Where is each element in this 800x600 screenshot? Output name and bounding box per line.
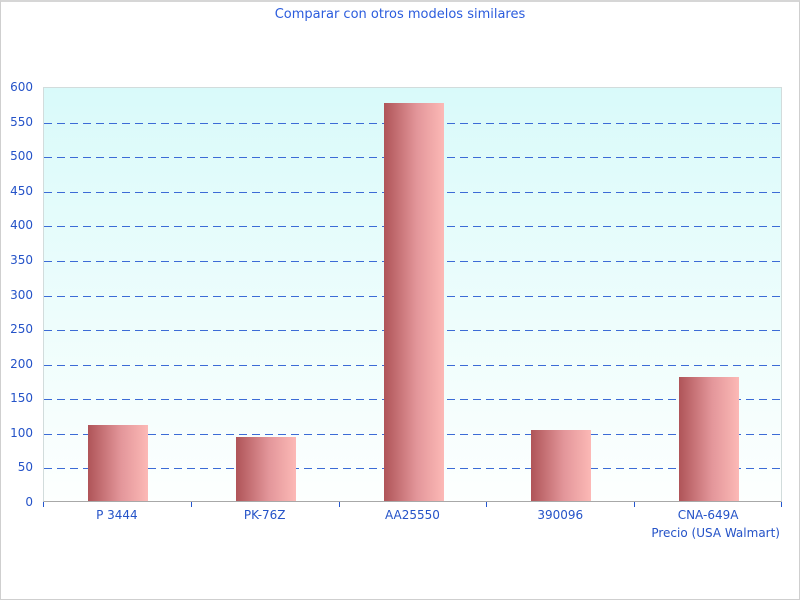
x-axis-tick bbox=[190, 502, 192, 507]
x-axis-tick bbox=[486, 502, 488, 507]
bar-cna-649a bbox=[679, 376, 740, 501]
y-tick-label: 550 bbox=[10, 114, 33, 129]
y-tick-label: 400 bbox=[10, 218, 33, 233]
y-tick-label: 450 bbox=[10, 183, 33, 198]
y-tick-label: 350 bbox=[10, 252, 33, 267]
category-label: 390096 bbox=[537, 508, 584, 522]
chart-title: Comparar con otros modelos similares bbox=[274, 7, 526, 22]
y-tick-label: 150 bbox=[10, 391, 33, 406]
y-tick-label: 100 bbox=[10, 425, 33, 440]
x-axis-tick bbox=[338, 502, 340, 507]
category-label: PK-76Z bbox=[243, 508, 286, 522]
y-tick-label: 300 bbox=[10, 287, 33, 302]
category-label: P 3444 bbox=[96, 508, 138, 522]
x-axis-tick bbox=[634, 502, 636, 507]
x-axis-tick bbox=[781, 502, 782, 507]
y-tick-label: 250 bbox=[10, 322, 33, 337]
x-axis-title: Precio (USA Walmart) bbox=[651, 526, 780, 540]
y-tick-label: 600 bbox=[10, 80, 33, 94]
category-label: AA25550 bbox=[385, 508, 440, 522]
bar-p-3444 bbox=[87, 424, 148, 501]
bar-390096 bbox=[531, 429, 592, 501]
x-axis-tick bbox=[43, 502, 44, 507]
y-tick-label: 200 bbox=[10, 356, 33, 371]
y-tick-label: 0 bbox=[25, 495, 33, 509]
bar-aa25550 bbox=[383, 103, 444, 501]
plot-area bbox=[43, 87, 782, 502]
category-label: CNA-649A bbox=[677, 508, 739, 522]
y-tick-label: 50 bbox=[17, 460, 33, 475]
y-tick-label: 500 bbox=[10, 149, 33, 164]
bar-pk-76z bbox=[235, 437, 296, 501]
